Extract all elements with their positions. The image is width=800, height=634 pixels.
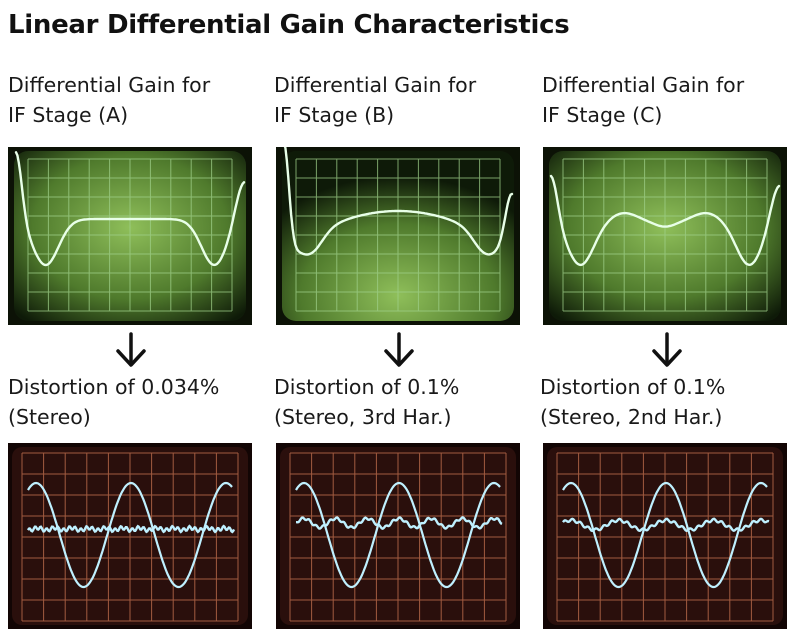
residual-trace (562, 517, 770, 533)
gain-label-b-line1: Differential Gain for (274, 73, 477, 97)
gain-trace (549, 174, 781, 267)
down-arrow-icon (652, 332, 682, 367)
gain-label-c-line2: IF Stage (C) (542, 103, 663, 127)
distortion-label-c-line2: (Stereo, 2nd Har.) (540, 405, 723, 429)
down-arrow-icon (116, 332, 146, 367)
scope-grid (556, 452, 774, 622)
gain-label-b-line2: IF Stage (B) (274, 103, 395, 127)
distortion-oscilloscope-a (8, 443, 252, 629)
residual-trace (26, 524, 236, 534)
distortion-label-a: Distortion of 0.034% (Stereo) (8, 372, 219, 432)
gain-label-c-line1: Differential Gain for (542, 73, 745, 97)
residual-trace (296, 515, 503, 531)
distortion-label-b-line2: (Stereo, 3rd Har.) (274, 405, 452, 429)
signal-trace (27, 481, 233, 589)
signal-trace (562, 481, 768, 589)
page-title: Linear Differential Gain Characteristics (8, 10, 570, 40)
gain-oscilloscope-b (276, 147, 520, 325)
gain-oscilloscope-c (543, 147, 787, 325)
distortion-label-c-line1: Distortion of 0.1% (540, 375, 726, 399)
gain-label-a-line1: Differential Gain for (8, 73, 211, 97)
gain-trace (283, 147, 514, 256)
scope-grid (295, 158, 501, 312)
gain-label-b: Differential Gain for IF Stage (B) (274, 70, 476, 130)
gain-oscilloscope-a (8, 147, 252, 325)
gain-label-c: Differential Gain for IF Stage (C) (542, 70, 744, 130)
distortion-label-a-line2: (Stereo) (8, 405, 91, 429)
distortion-label-b: Distortion of 0.1% (Stereo, 3rd Har.) (274, 372, 459, 432)
scope-grid (21, 452, 239, 622)
scope-grid (27, 158, 233, 312)
distortion-label-b-line1: Distortion of 0.1% (274, 375, 460, 399)
distortion-oscilloscope-c (543, 443, 787, 629)
signal-trace (295, 481, 501, 589)
gain-label-a: Differential Gain for IF Stage (A) (8, 70, 210, 130)
distortion-label-c: Distortion of 0.1% (Stereo, 2nd Har.) (540, 372, 725, 432)
distortion-label-a-line1: Distortion of 0.034% (8, 375, 220, 399)
distortion-oscilloscope-b (276, 443, 520, 629)
gain-label-a-line2: IF Stage (A) (8, 103, 129, 127)
down-arrow-icon (384, 332, 414, 367)
gain-trace (14, 151, 246, 267)
